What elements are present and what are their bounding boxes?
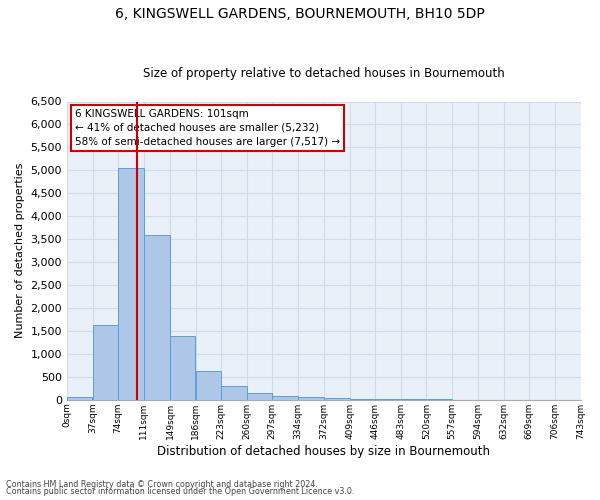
Bar <box>93 324 118 400</box>
Bar <box>298 398 324 400</box>
Bar <box>67 397 92 400</box>
Text: 6, KINGSWELL GARDENS, BOURNEMOUTH, BH10 5DP: 6, KINGSWELL GARDENS, BOURNEMOUTH, BH10 … <box>115 8 485 22</box>
Bar <box>272 396 298 400</box>
Title: Size of property relative to detached houses in Bournemouth: Size of property relative to detached ho… <box>143 66 505 80</box>
Text: Contains HM Land Registry data © Crown copyright and database right 2024.: Contains HM Land Registry data © Crown c… <box>6 480 318 489</box>
Bar <box>324 398 350 400</box>
Bar <box>144 234 170 400</box>
Bar <box>118 168 143 400</box>
Text: 6 KINGSWELL GARDENS: 101sqm
← 41% of detached houses are smaller (5,232)
58% of : 6 KINGSWELL GARDENS: 101sqm ← 41% of det… <box>75 109 340 147</box>
Bar <box>376 399 401 400</box>
X-axis label: Distribution of detached houses by size in Bournemouth: Distribution of detached houses by size … <box>157 444 490 458</box>
Bar <box>196 372 221 400</box>
Bar <box>247 393 272 400</box>
Bar <box>221 386 247 400</box>
Bar <box>170 336 196 400</box>
Bar <box>350 398 375 400</box>
Text: Contains public sector information licensed under the Open Government Licence v3: Contains public sector information licen… <box>6 487 355 496</box>
Y-axis label: Number of detached properties: Number of detached properties <box>15 163 25 338</box>
